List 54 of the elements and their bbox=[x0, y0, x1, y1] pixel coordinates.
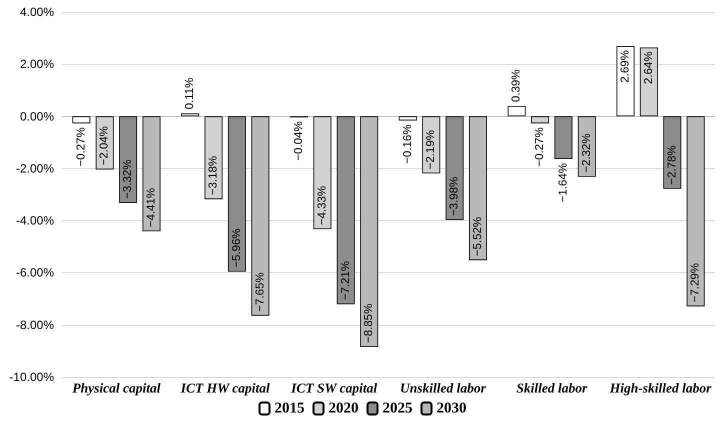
y-tick-label: 4.00% bbox=[20, 5, 54, 19]
data-label: −5.52% bbox=[472, 216, 484, 256]
bar bbox=[336, 116, 355, 304]
x-tick-label: ICT SW capital bbox=[290, 380, 378, 396]
data-label: −3.18% bbox=[208, 156, 220, 196]
data-label: −3.98% bbox=[448, 176, 461, 216]
bar bbox=[554, 116, 572, 160]
bar bbox=[398, 116, 417, 120]
data-label: −4.41% bbox=[146, 188, 158, 228]
legend-label: 2025 bbox=[382, 400, 412, 416]
x-tick-label: Physical capital bbox=[72, 380, 161, 396]
legend-label: 2030 bbox=[436, 400, 466, 416]
data-label: −0.27% bbox=[534, 127, 546, 167]
data-label: −0.16% bbox=[402, 124, 414, 164]
data-label: −7.21% bbox=[340, 260, 352, 300]
y-tick-label: 2.00% bbox=[20, 57, 54, 72]
bar bbox=[181, 113, 200, 116]
data-label: 2.64% bbox=[642, 51, 655, 84]
data-label: −5.96% bbox=[230, 228, 243, 268]
data-label: 0.11% bbox=[184, 78, 196, 110]
data-label: −0.04% bbox=[293, 121, 305, 161]
x-tick-label: Unskilled labor bbox=[400, 380, 487, 396]
data-label: −2.32% bbox=[580, 133, 593, 173]
bar bbox=[119, 116, 138, 203]
data-label: −1.64% bbox=[557, 163, 570, 202]
x-tick-label: High-skilled labor bbox=[608, 380, 712, 396]
data-label: −4.33% bbox=[316, 186, 328, 226]
bar bbox=[446, 116, 464, 220]
data-label: −3.32% bbox=[122, 160, 134, 199]
bar bbox=[72, 116, 90, 124]
x-tick-label: ICT HW capital bbox=[180, 380, 270, 396]
bar bbox=[531, 116, 550, 124]
x-tick-label: Skilled labor bbox=[516, 380, 588, 396]
y-tick-label: -2.00% bbox=[16, 161, 54, 176]
legend-label: 2015 bbox=[274, 400, 304, 416]
legend-label: 2020 bbox=[328, 400, 358, 416]
bar bbox=[508, 106, 526, 116]
y-tick-label: -10.00% bbox=[9, 370, 54, 384]
y-tick-label: -4.00% bbox=[16, 214, 54, 228]
bar bbox=[663, 116, 682, 189]
data-label: −2.04% bbox=[98, 126, 111, 166]
bar bbox=[228, 116, 246, 272]
y-tick-label: -8.00% bbox=[16, 318, 54, 332]
data-label: −0.27% bbox=[75, 127, 88, 167]
data-label: −2.78% bbox=[666, 145, 678, 185]
data-label: −7.29% bbox=[690, 263, 702, 302]
data-label: −7.65% bbox=[254, 272, 266, 312]
data-label: −2.19% bbox=[425, 130, 438, 170]
data-label: 2.69% bbox=[620, 50, 632, 83]
data-label: −8.85% bbox=[363, 304, 376, 344]
data-label: 0.39% bbox=[510, 70, 523, 102]
bar bbox=[616, 46, 634, 116]
y-tick-label: 0.00% bbox=[20, 109, 54, 124]
y-tick-label: -6.00% bbox=[16, 266, 54, 280]
